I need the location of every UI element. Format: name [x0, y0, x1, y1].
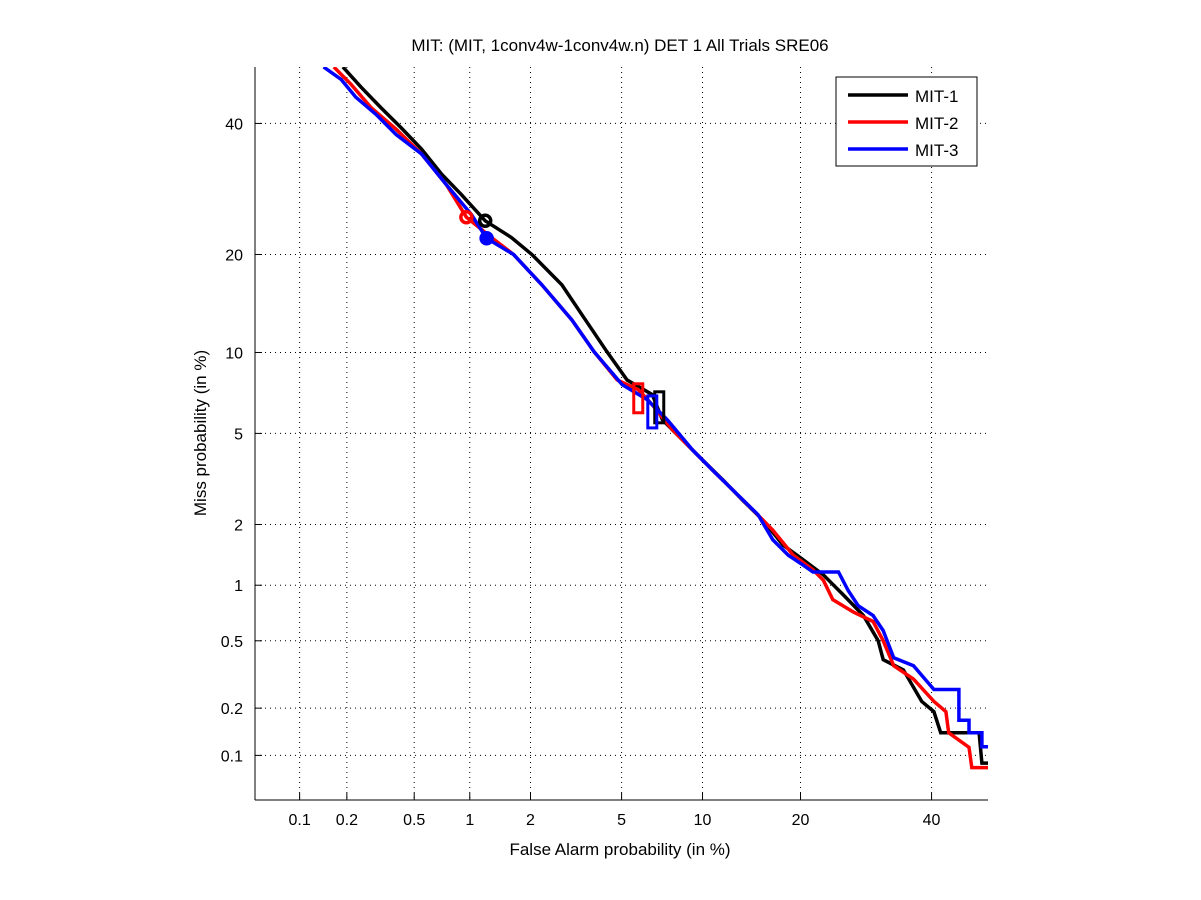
act-dcf-marker-mit-2 — [632, 382, 645, 415]
y-tick-label: 5 — [234, 426, 243, 443]
plot-area-frame — [255, 67, 988, 800]
y-tick-label: 10 — [225, 345, 243, 362]
x-tick-label: 20 — [792, 812, 810, 829]
act-dcf-marker-mit-1 — [653, 390, 666, 425]
y-tick-label: 20 — [225, 247, 243, 264]
min-dcf-marker-mit-2 — [459, 209, 474, 225]
x-tick-label: 2 — [526, 812, 535, 829]
x-axis-label: False Alarm probability (in %) — [509, 840, 730, 859]
chart-title: MIT: (MIT, 1conv4w-1conv4w.n) DET 1 All … — [411, 36, 828, 55]
min-dcf-marker-mit-1 — [477, 213, 493, 229]
y-tick-label: 2 — [234, 517, 243, 534]
y-ticks: 0.1 0.2 0.5 1 2 5 10 20 40 — [221, 116, 262, 765]
y-axis-label: Miss probability (in %) — [191, 350, 210, 516]
legend-label-mit-1: MIT-1 — [915, 87, 958, 106]
x-tick-label: 0.2 — [336, 812, 358, 829]
x-tick-label: 5 — [617, 812, 626, 829]
grid-lines — [255, 67, 988, 800]
min-dcf-marker-mit-3 — [479, 231, 494, 246]
marker-layer — [459, 209, 666, 430]
x-tick-label: 1 — [465, 812, 474, 829]
x-tick-label: 40 — [923, 812, 941, 829]
y-tick-label: 40 — [225, 116, 243, 133]
legend-label-mit-2: MIT-2 — [915, 114, 958, 133]
legend-label-mit-3: MIT-3 — [915, 141, 958, 160]
legend: MIT-1 MIT-2 MIT-3 — [835, 76, 978, 167]
series-line-mit-3 — [322, 67, 988, 749]
y-tick-label: 0.5 — [221, 634, 243, 651]
x-tick-label: 10 — [694, 812, 712, 829]
x-tick-label: 0.5 — [403, 812, 425, 829]
y-tick-label: 0.2 — [221, 701, 243, 718]
y-tick-label: 1 — [234, 578, 243, 595]
x-tick-label: 0.1 — [288, 812, 310, 829]
y-tick-label: 0.1 — [221, 748, 243, 765]
x-ticks: 0.1 0.2 0.5 1 2 5 10 20 40 — [288, 793, 941, 829]
act-dcf-marker-mit-3 — [646, 394, 659, 430]
